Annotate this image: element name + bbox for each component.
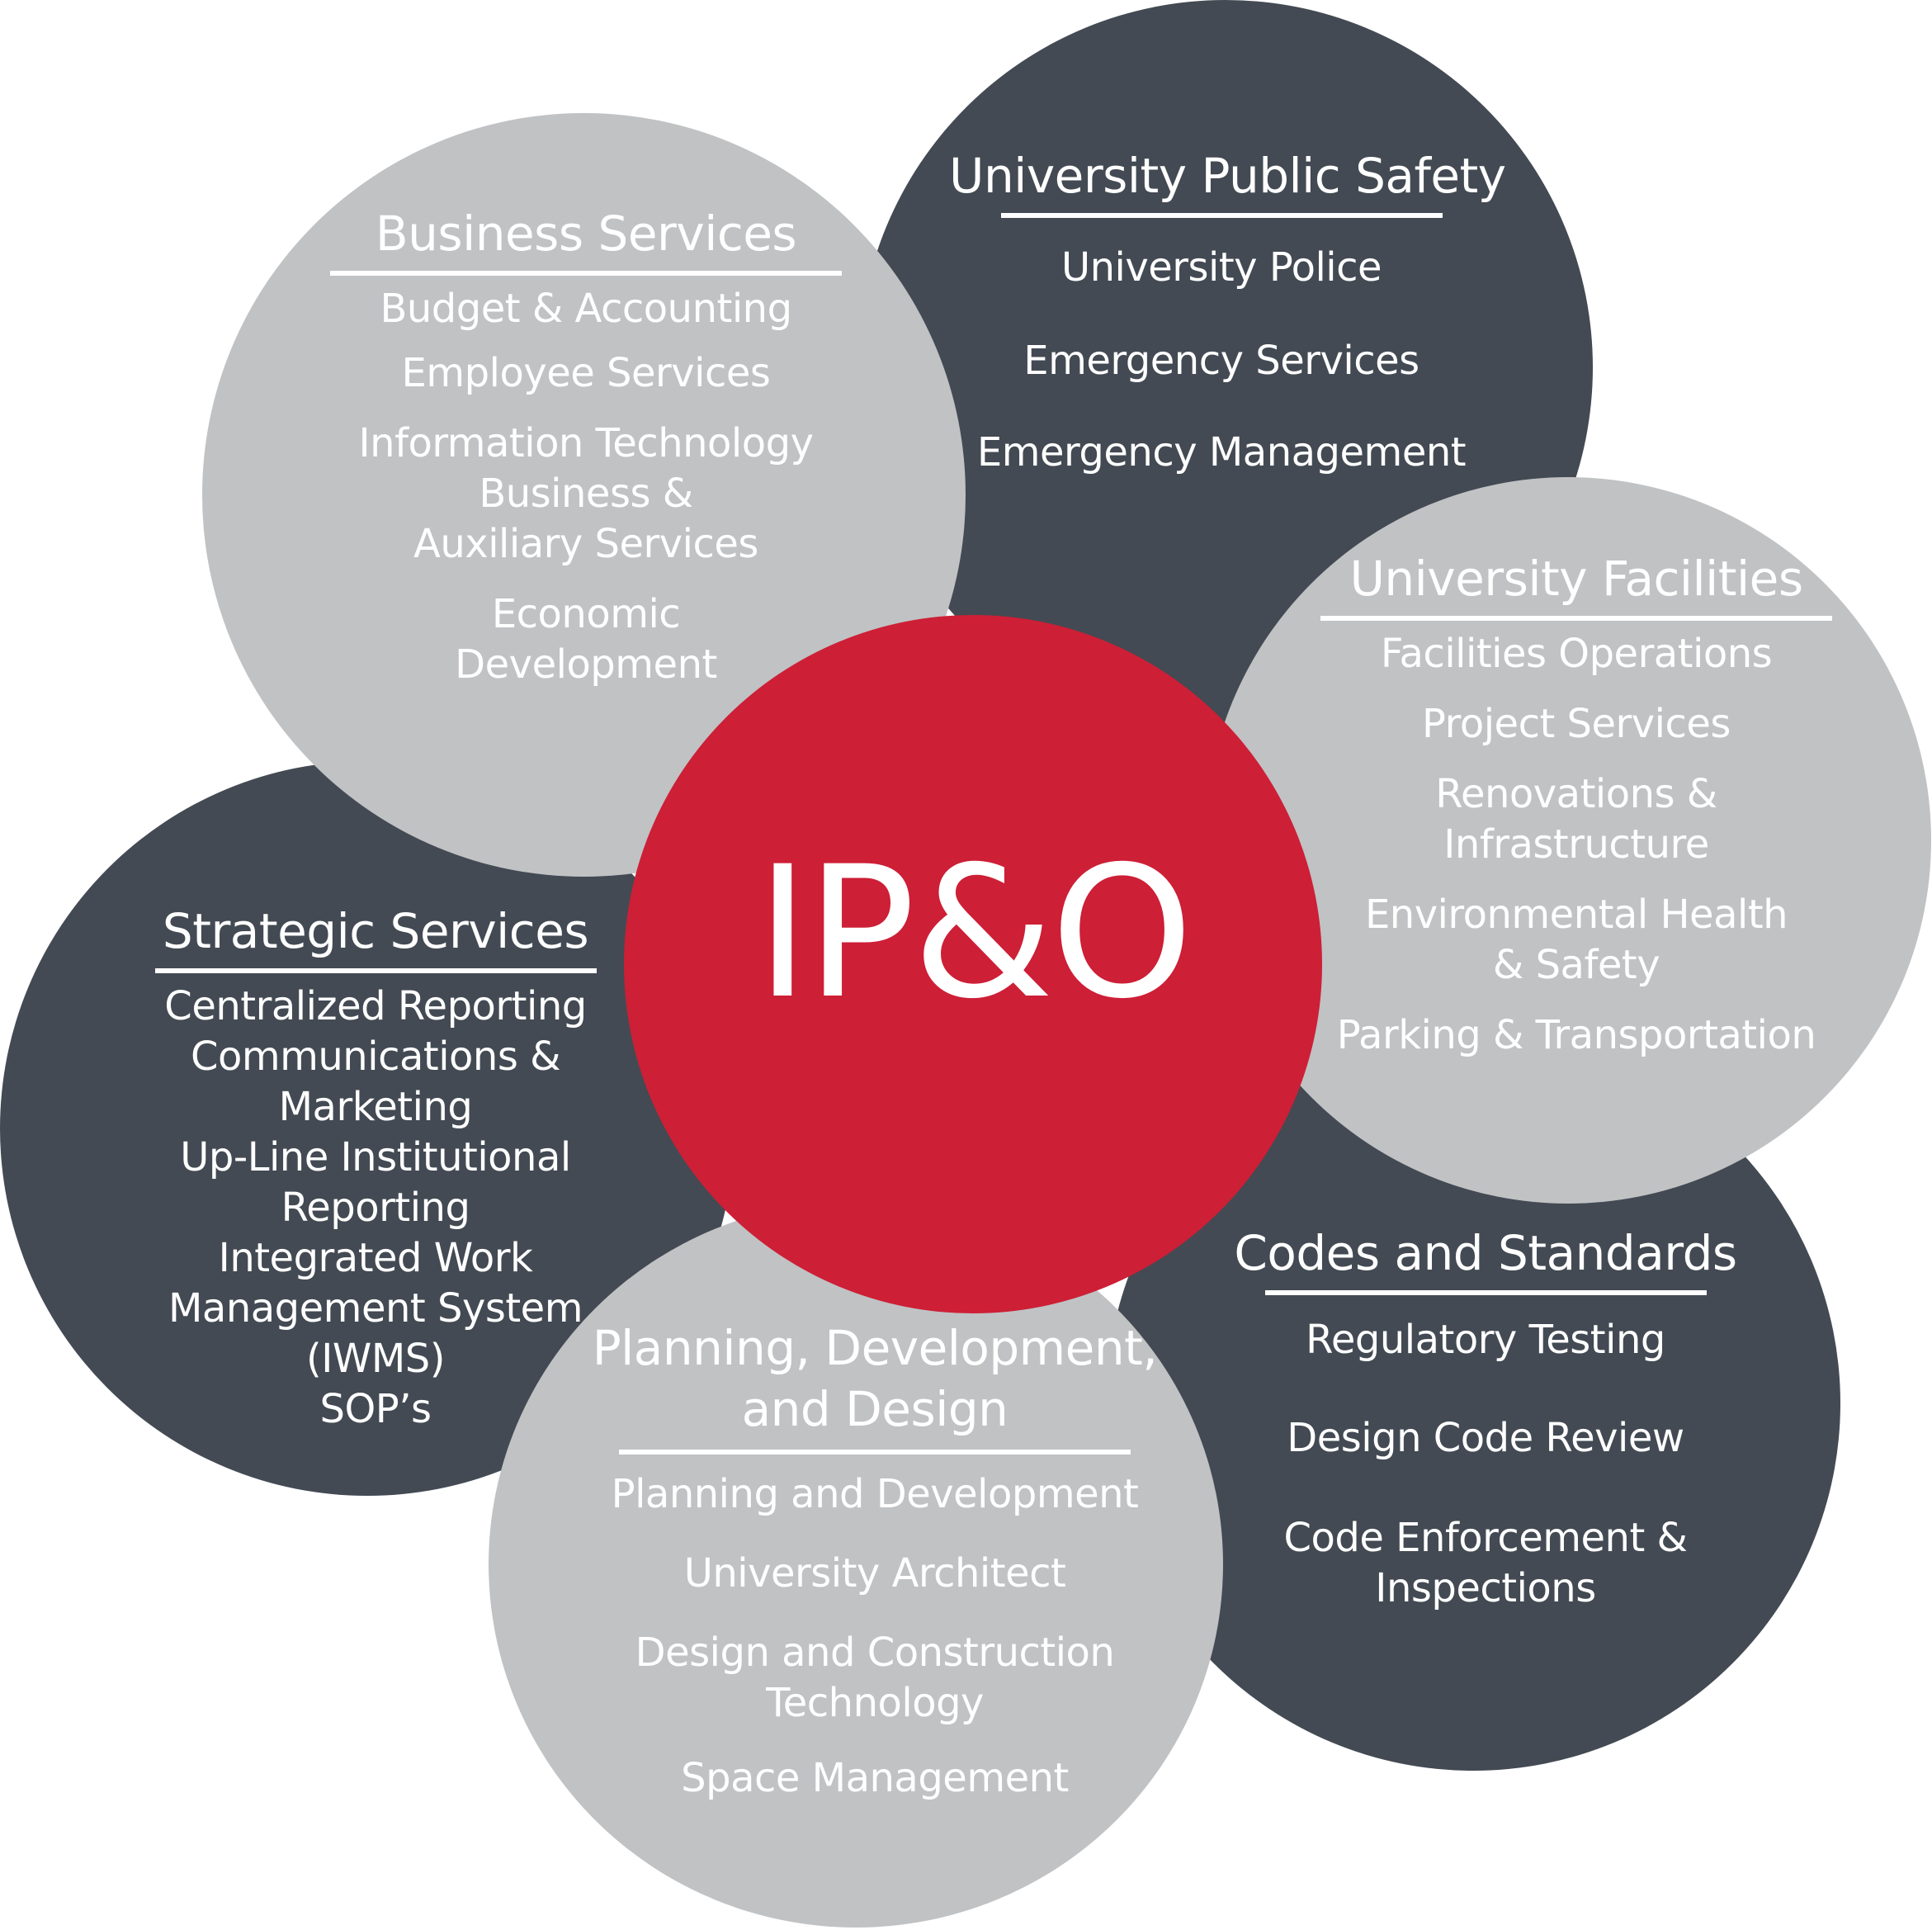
strategic-services-group: Strategic Services Centralized Reporting… — [136, 904, 615, 1435]
group-title: Planning, Development, and Design — [592, 1320, 1158, 1437]
title-underline — [330, 271, 842, 276]
list-item: Design and Construction Technology — [635, 1630, 1115, 1726]
facilities-group: University Facilities Facilities Operati… — [1312, 551, 1840, 1061]
list-item: Centralized Reporting — [164, 983, 587, 1029]
group-title: Codes and Standards — [1234, 1225, 1737, 1281]
list-item: Project Services — [1422, 701, 1731, 747]
title-underline — [1000, 213, 1443, 218]
list-item: Regulatory Testing — [1306, 1317, 1665, 1363]
ipo-center-circle — [624, 615, 1322, 1313]
planning-circle — [489, 1201, 1223, 1928]
public-safety-group: University Public Safety University Poli… — [949, 148, 1506, 478]
list-item: SOP’s — [319, 1386, 432, 1432]
group-title: University Public Safety — [949, 148, 1506, 204]
list-item: Space Management — [681, 1755, 1069, 1801]
planning-group: Planning, Development, and Design Planni… — [590, 1317, 1160, 1804]
facilities-circle — [1205, 477, 1931, 1204]
list-item: Code Enforcement & Inspections — [1283, 1515, 1688, 1611]
list-item: Budget & Accounting — [380, 286, 792, 332]
list-item: Emergency Management — [976, 429, 1467, 475]
list-item: Economic Development — [455, 591, 717, 688]
list-item: Employee Services — [401, 350, 771, 396]
group-title: University Facilities — [1349, 551, 1803, 607]
group-title: Strategic Services — [162, 903, 589, 959]
list-item: Facilities Operations — [1380, 631, 1773, 677]
list-item: Environmental Health & Safety — [1364, 892, 1788, 988]
title-underline — [154, 968, 597, 973]
list-item: Up-Line Institutional Reporting — [180, 1134, 571, 1231]
list-item: Integrated Work Management System (IWMS) — [168, 1235, 583, 1382]
title-underline — [1264, 1290, 1707, 1295]
center-label: IP&O — [755, 827, 1193, 1038]
list-item: Communications & Marketing — [190, 1034, 561, 1130]
list-item: Business & Auxiliary Services — [413, 471, 758, 567]
list-item: University Architect — [683, 1550, 1066, 1597]
codes-standards-group: Codes and Standards Regulatory Testing D… — [1221, 1226, 1750, 1614]
list-item: Renovations & Infrastructure — [1435, 771, 1717, 868]
business-services-group: Business Services Budget & Accounting Em… — [326, 206, 846, 690]
title-underline — [619, 1450, 1131, 1455]
list-item: Information Technology — [358, 420, 814, 466]
group-title: Business Services — [375, 206, 797, 262]
list-item: Emergency Services — [1023, 338, 1419, 384]
list-item: Design Code Review — [1287, 1415, 1684, 1461]
title-underline — [1320, 616, 1832, 621]
list-item: Planning and Development — [611, 1471, 1139, 1517]
list-item: Parking & Transportation — [1336, 1012, 1816, 1058]
list-item: University Police — [1060, 244, 1382, 291]
